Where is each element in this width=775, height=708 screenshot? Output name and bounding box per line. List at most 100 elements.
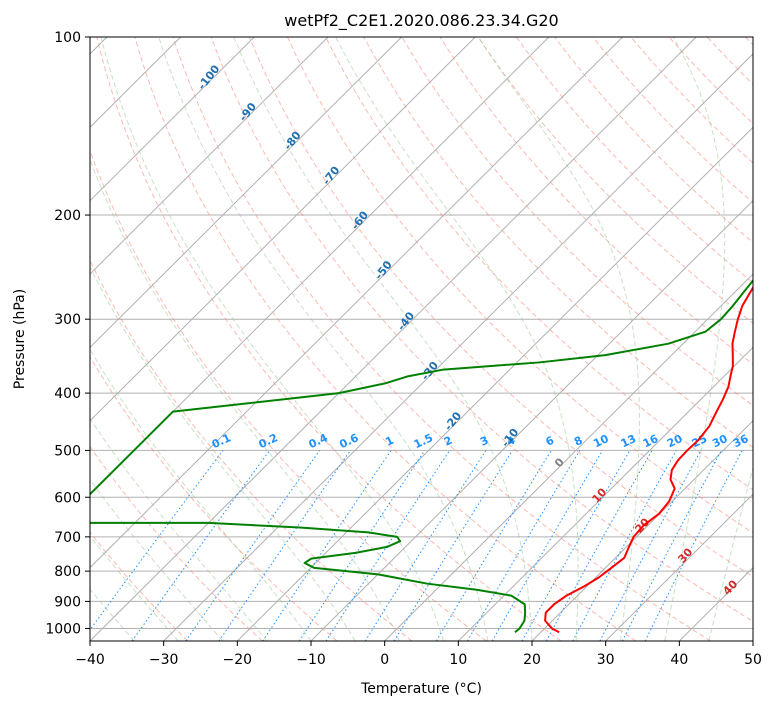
y-tick-label: 900 bbox=[54, 594, 81, 610]
x-tick-label: 0 bbox=[380, 652, 389, 668]
dry-adiabat-label: -100 bbox=[195, 62, 222, 92]
y-tick-label: 500 bbox=[54, 443, 81, 459]
plot-frame bbox=[89, 36, 754, 642]
isotherm-line bbox=[310, 199, 753, 641]
isotherm-line bbox=[90, 37, 697, 641]
y-tick-label: 1000 bbox=[45, 621, 81, 637]
dry-adiabat-label: -40 bbox=[395, 309, 418, 333]
moist-adiabat-line bbox=[335, 37, 579, 641]
mixing-ratio-line bbox=[393, 450, 513, 641]
profile-series bbox=[90, 278, 753, 634]
mixing-ratio-label: 1 bbox=[383, 434, 395, 449]
y-axis-label: Pressure (hPa) bbox=[12, 289, 28, 389]
moist-adiabat-label: 0 bbox=[552, 455, 567, 470]
y-tick-label: 600 bbox=[54, 490, 81, 506]
dry-adiabat-label: -80 bbox=[281, 129, 304, 153]
moist-adiabats bbox=[90, 37, 753, 641]
mixing-ratio-line bbox=[644, 450, 743, 641]
mixing-ratio-label: 16 bbox=[641, 432, 661, 450]
dry-adiabat-label: -60 bbox=[349, 208, 372, 232]
mixing-ratio-line bbox=[325, 450, 451, 641]
moist-adiabat-label: 30 bbox=[675, 545, 695, 565]
dry-adiabats bbox=[90, 37, 753, 641]
isotherm-line bbox=[90, 37, 476, 422]
x-tick-label: 40 bbox=[670, 652, 688, 668]
isotherm-line bbox=[678, 566, 753, 641]
dry-adiabat-line bbox=[90, 445, 263, 641]
moist-adiabat-line bbox=[664, 37, 726, 641]
dry-adiabat-label: -90 bbox=[237, 100, 260, 124]
mixing-ratio-line bbox=[545, 450, 653, 641]
isotherm-line bbox=[457, 346, 753, 641]
dry-adiabat-line bbox=[401, 37, 753, 407]
moist-adiabat-label: 10 bbox=[589, 485, 609, 505]
y-tick-label: 300 bbox=[54, 312, 81, 328]
dry-adiabat-line bbox=[96, 37, 562, 641]
dry-adiabat-label: -20 bbox=[442, 409, 465, 433]
y-tick-label: 700 bbox=[54, 530, 81, 546]
dry-adiabat-line bbox=[90, 149, 487, 641]
mixing-ratio-label: 13 bbox=[619, 432, 638, 450]
mixing-ratio-label: 0.1 bbox=[210, 431, 233, 451]
isotherm-line bbox=[90, 37, 402, 349]
x-tick-label: 30 bbox=[597, 652, 615, 668]
dry-adiabat-label: -10 bbox=[499, 426, 522, 450]
mixing-ratio-line bbox=[298, 450, 426, 641]
mixing-ratio-label: 10 bbox=[591, 432, 611, 450]
moist-adiabat-line bbox=[90, 417, 268, 641]
mixing-ratio-label: 25 bbox=[690, 432, 709, 450]
mixing-ratio-label: 6 bbox=[544, 434, 557, 449]
isotherm-line bbox=[90, 37, 623, 569]
x-tick-label: −40 bbox=[75, 652, 105, 668]
dry-adiabat-line bbox=[90, 355, 338, 641]
moist-adiabat-line bbox=[100, 37, 445, 641]
dry-adiabat-line bbox=[172, 37, 711, 641]
dry-adiabat-line bbox=[477, 37, 753, 324]
x-axis: −40 −30 −20 −10 0 10 20 30 40 50 bbox=[75, 641, 762, 668]
dry-adiabat-label: -50 bbox=[372, 258, 395, 282]
dewpoint-profile-line bbox=[90, 278, 753, 634]
dry-adiabat-line bbox=[90, 259, 413, 641]
y-tick-label: 400 bbox=[54, 386, 81, 402]
temperature-profile-line bbox=[544, 285, 753, 634]
isotherm-line bbox=[531, 420, 753, 641]
isotherm-line bbox=[236, 126, 753, 641]
moist-adiabat-line bbox=[90, 265, 356, 641]
dry-adiabat-line bbox=[134, 37, 637, 641]
moist-adiabat-line bbox=[90, 158, 400, 641]
mixing-ratio-label: 20 bbox=[665, 432, 685, 450]
mixing-ratio-label: 0.4 bbox=[307, 431, 330, 451]
mixing-ratio-label: 30 bbox=[710, 432, 730, 450]
dry-adiabat-line bbox=[706, 37, 753, 85]
y-tick-label: 800 bbox=[54, 564, 81, 580]
moist-adiabat-line bbox=[233, 37, 533, 641]
moist-adiabat-line bbox=[708, 466, 753, 641]
mixing-ratio-label: 3 bbox=[478, 434, 490, 449]
mixing-ratio-line bbox=[131, 450, 271, 641]
mixing-ratio-line bbox=[90, 450, 224, 631]
y-tick-label: 100 bbox=[54, 30, 81, 46]
dry-adiabat-line bbox=[210, 37, 753, 623]
mixing-ratio-label: 36 bbox=[731, 432, 751, 450]
x-tick-label: −20 bbox=[223, 652, 253, 668]
moist-adiabat-line bbox=[158, 37, 489, 641]
x-tick-label: 10 bbox=[449, 652, 467, 668]
mixing-ratio-label: 2 bbox=[442, 434, 454, 449]
mixing-ratio-lines bbox=[90, 450, 743, 641]
mixing-ratio-line bbox=[262, 450, 392, 641]
isotherm-line bbox=[384, 273, 753, 641]
isotherm-line bbox=[163, 53, 753, 641]
x-tick-label: 50 bbox=[744, 652, 762, 668]
mixing-ratio-label: 8 bbox=[572, 434, 584, 449]
chart-title: wetPf2_C2E1.2020.086.23.34.G20 bbox=[284, 11, 558, 31]
x-axis-label: Temperature (°C) bbox=[360, 681, 482, 697]
isotherm-line bbox=[90, 37, 550, 495]
dry-adiabat-line bbox=[325, 37, 753, 491]
isotherm-grid bbox=[90, 37, 753, 641]
dry-adiabat-line bbox=[516, 37, 753, 284]
dry-adiabat-label: -70 bbox=[320, 164, 343, 188]
reference-line-labels: 0.1 0.2 0.4 0.6 1 1.5 2 3 4 6 8 10 13 16 20 25 30 36-100-… bbox=[195, 62, 750, 597]
moist-adiabat-line bbox=[90, 478, 223, 641]
dry-adiabat-line bbox=[554, 37, 753, 244]
